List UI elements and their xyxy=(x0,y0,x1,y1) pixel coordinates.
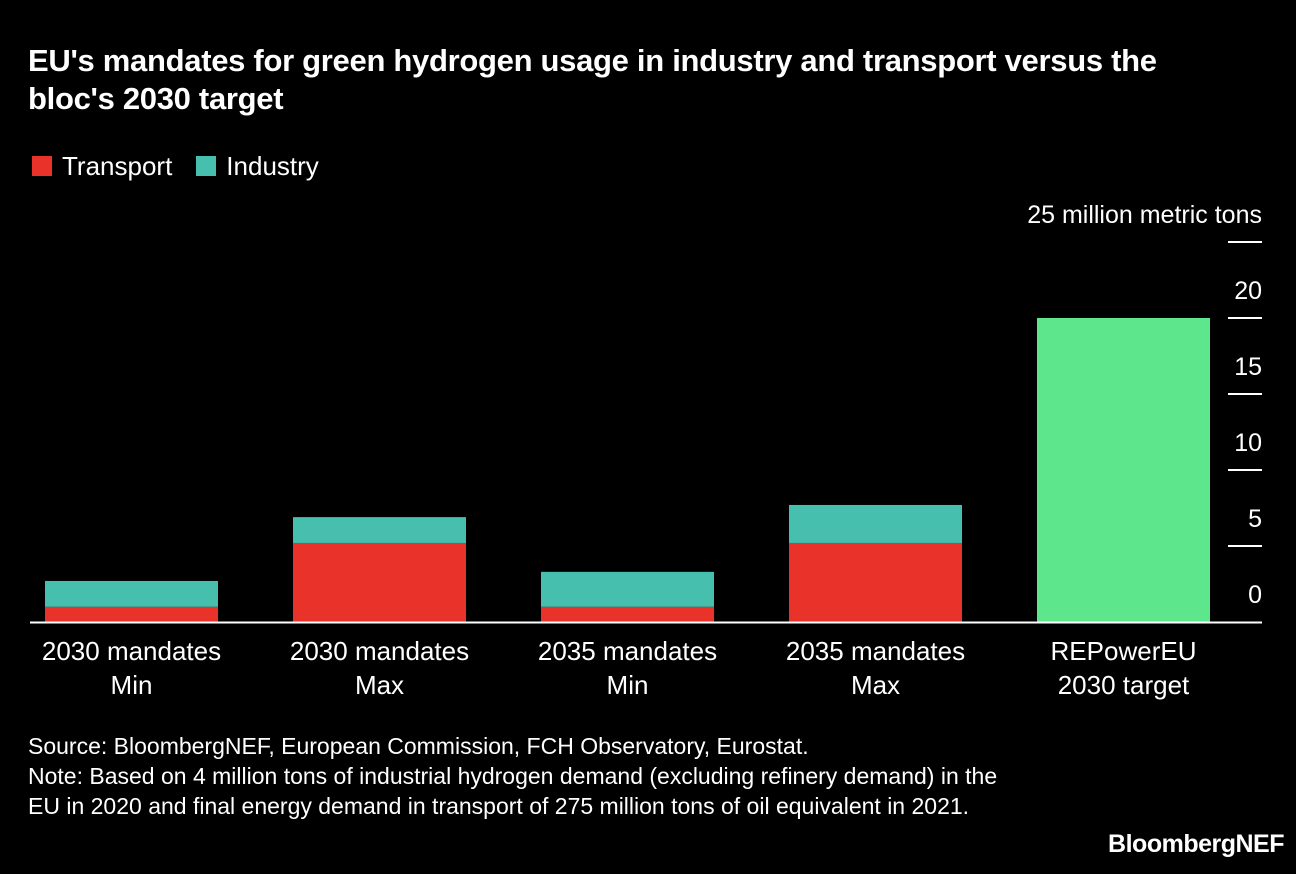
methodology-note: Note: Based on 4 million tons of industr… xyxy=(28,763,1004,819)
legend-swatch-transport xyxy=(32,156,52,176)
bar-transport-0 xyxy=(45,606,218,622)
bars-group xyxy=(45,318,1210,622)
category-label-line: Max xyxy=(355,670,404,700)
category-label-line: Min xyxy=(607,670,649,700)
bar-transport-2 xyxy=(541,606,714,622)
category-label-line: 2030 mandates xyxy=(290,636,469,666)
bar-transport-1 xyxy=(293,542,466,622)
category-label-line: 2035 mandates xyxy=(538,636,717,666)
bar-industry-3 xyxy=(789,504,962,543)
y-tick-label-0: 0 xyxy=(1248,581,1262,609)
bar-industry-1 xyxy=(293,517,466,543)
category-label-line: REPowerEU xyxy=(1051,636,1197,666)
bar-industry-2 xyxy=(541,571,714,607)
category-label-line: Max xyxy=(851,670,900,700)
category-label-3: 2035 mandates Max xyxy=(786,636,965,700)
bar-transport-3 xyxy=(789,542,962,622)
category-label-1: 2030 mandates Max xyxy=(290,636,469,700)
category-label-2: 2035 mandates Min xyxy=(538,636,717,700)
legend-item-industry: Industry xyxy=(196,151,319,181)
category-label-line: 2035 mandates xyxy=(786,636,965,666)
y-tick-label-10: 10 xyxy=(1234,429,1262,457)
category-label-4: REPowerEU 2030 target xyxy=(1051,636,1197,700)
bar-repowereu-2030-target-4 xyxy=(1037,318,1210,622)
legend-label-transport: Transport xyxy=(62,151,173,181)
bar-chart: 0 5 10 15 20 25 million metric tons 2030 mand… xyxy=(30,201,1262,700)
category-label-0: 2030 mandates Min xyxy=(42,636,221,700)
category-label-line: 2030 mandates xyxy=(42,636,221,666)
legend-label-industry: Industry xyxy=(226,151,319,181)
y-tick-label-20: 20 xyxy=(1234,277,1262,305)
bar-industry-0 xyxy=(45,580,218,607)
category-label-line: Min xyxy=(111,670,153,700)
legend-item-transport: Transport xyxy=(32,151,172,181)
y-tick-label-15: 15 xyxy=(1234,353,1262,381)
y-axis: 0 5 10 15 20 25 million metric tons xyxy=(30,201,1262,624)
source-note: Source: BloombergNEF, European Commissio… xyxy=(28,733,809,759)
chart-title: EU's mandates for green hydrogen usage i… xyxy=(28,43,1157,116)
category-label-line: 2030 target xyxy=(1058,670,1190,700)
legend-swatch-industry xyxy=(196,156,217,176)
footnotes: Source: BloombergNEF, European Commissio… xyxy=(28,731,1008,821)
y-tick-label-25: 25 million metric tons xyxy=(1027,201,1262,229)
y-tick-label-5: 5 xyxy=(1248,505,1262,533)
bloombergnef-logo: BloombergNEF xyxy=(1108,830,1284,858)
legend: Transport Industry xyxy=(32,151,343,181)
